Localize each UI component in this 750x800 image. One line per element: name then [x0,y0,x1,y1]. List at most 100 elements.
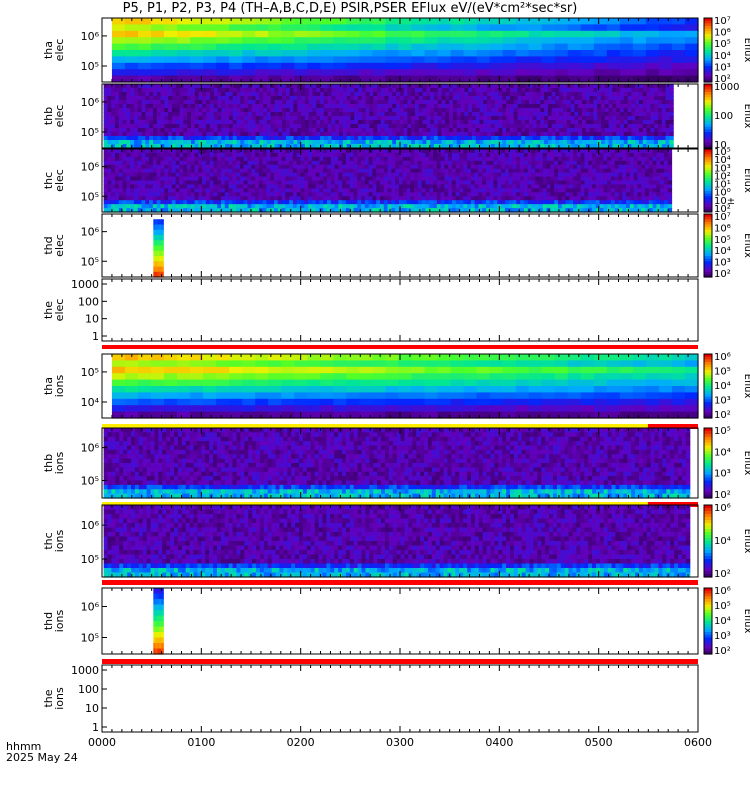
y-tick-label: 10⁶ [81,161,100,174]
y-tick-label: 10⁵ [81,126,99,139]
y-tick-label: 10⁶ [81,30,100,43]
spectrogram-thd-ions [153,588,164,655]
colorbar-thb-ions: 10² 10³ 10⁴ 10⁵ Eflux [703,426,750,501]
colorbar-label: Eflux [742,609,750,634]
spectrogram-thb-elec [103,84,674,149]
colorbar-label: Eflux [742,104,750,129]
colorbar-label: Eflux [742,451,750,476]
colorbar-label: Eflux [742,233,750,258]
status-flag-bar-3 [102,580,698,585]
svg-text:tha: tha [42,41,55,59]
x-tick-label: 0100 [187,736,215,749]
colorbar-label: Eflux [742,529,750,554]
colorbar-tick-label: 10⁴ [714,155,731,166]
colorbar-thd-ions: 10² 10³ 10⁴ 10⁵ 10⁶ Eflux [703,586,750,657]
svg-text:elec: elec [53,39,66,62]
x-tick-label: 0400 [485,736,513,749]
colorbar-tick-label: 10 [714,140,727,151]
colorbar-thb-elec: 10 100 1000 Eflux [703,82,750,151]
colorbar-tick-label: 10± [714,196,735,207]
colorbar-tick-label: 10⁵ [714,235,731,246]
colorbar-tick-label: 10² [714,490,731,501]
colorbar-tick-label: 10² [714,569,731,580]
colorbar-tick-label: 10⁵ [714,147,731,158]
colorbar-tick-label: 10⁶ [714,503,731,514]
y-tick-label: 10⁵ [81,366,99,379]
y-tick-label: 10⁵ [81,60,99,73]
panel-frame-the-ions [101,664,699,733]
y-tick-label: 10⁵ [81,255,99,268]
colorbar-tick-label: 10⁰ [714,188,731,199]
colorbar-tick-label: 10³ [714,163,731,174]
x-axis: 0000 0100 0200 0300 0400 0500 0600 [88,736,712,749]
colorbar-tick-label: 10⁴ [714,246,731,257]
y-tick-label: 100 [78,295,99,308]
y-tick-label: 1 [92,330,99,343]
colorbar-tick-label: 10² [714,74,731,85]
colorbar-tick-label: 10⁴ [714,51,731,62]
y-tick-label: 10⁵ [81,475,99,488]
colorbar-label: Eflux [742,374,750,399]
panel-frame-thd-ions [101,587,699,655]
x-tick-label: 0200 [287,736,315,749]
colorbar-tick-label: 10³ [714,469,731,480]
colorbar-tick-label: 10³ [714,631,731,642]
colorbar-tick-label: 10² [714,646,731,657]
y-tick-label: 10⁵ [81,553,99,566]
colorbar-tick-label: 10⁶ [714,352,731,363]
colorbar-tick-label: 10² [714,204,731,215]
colorbar-tick-label: 10⁶ [714,586,731,597]
svg-text:thb: thb [42,107,55,125]
y-tick-label: 10⁶ [81,519,100,532]
y-tick-label: 10⁶ [81,226,100,239]
y-tick-label: 10 [85,702,99,715]
colorbar-tick-label: 10⁴ [714,536,731,547]
spectrogram-tha-ions [111,354,699,419]
colorbar-tick-label: 10² [714,410,731,421]
colorbar-tick-label: 10⁶ [714,223,731,234]
y-tick-label: 10⁵ [81,632,99,645]
colorbar-tick-label: 10⁵ [714,367,731,378]
colorbar-tick-label: 10¹ [714,180,731,191]
y-tick-label: 10⁴ [81,396,100,409]
colorbar-tick-label: 10² [714,171,731,182]
time-format-label: hhmm [6,740,42,753]
y-tick-label: 1 [92,721,99,734]
colorbar-tick-label: 10⁷ [714,212,731,223]
spectrogram-thb-ions [103,428,691,499]
colorbar-tick-label: 10⁶ [714,28,731,39]
spectrogram-tha-elec [111,18,699,83]
y-tick-label: 100 [78,683,99,696]
status-flag-bar-4 [102,659,698,664]
y-tick-label: 10⁶ [81,96,100,109]
y-tick-label: 10 [85,313,99,326]
colorbar-tick-label: 10⁴ [714,381,731,392]
status-flag-bar-1 [647,424,698,429]
y-tick-label: 1000 [71,278,99,291]
colorbar-tick-label: 100 [714,111,733,122]
colorbar-tick-label: 10² [714,269,731,280]
y-tick-label: 1000 [71,664,99,677]
colorbar-tick-label: 10³ [714,396,731,407]
colorbar-tick-label: 10⁵ [714,426,731,437]
x-tick-label: 0300 [386,736,414,749]
